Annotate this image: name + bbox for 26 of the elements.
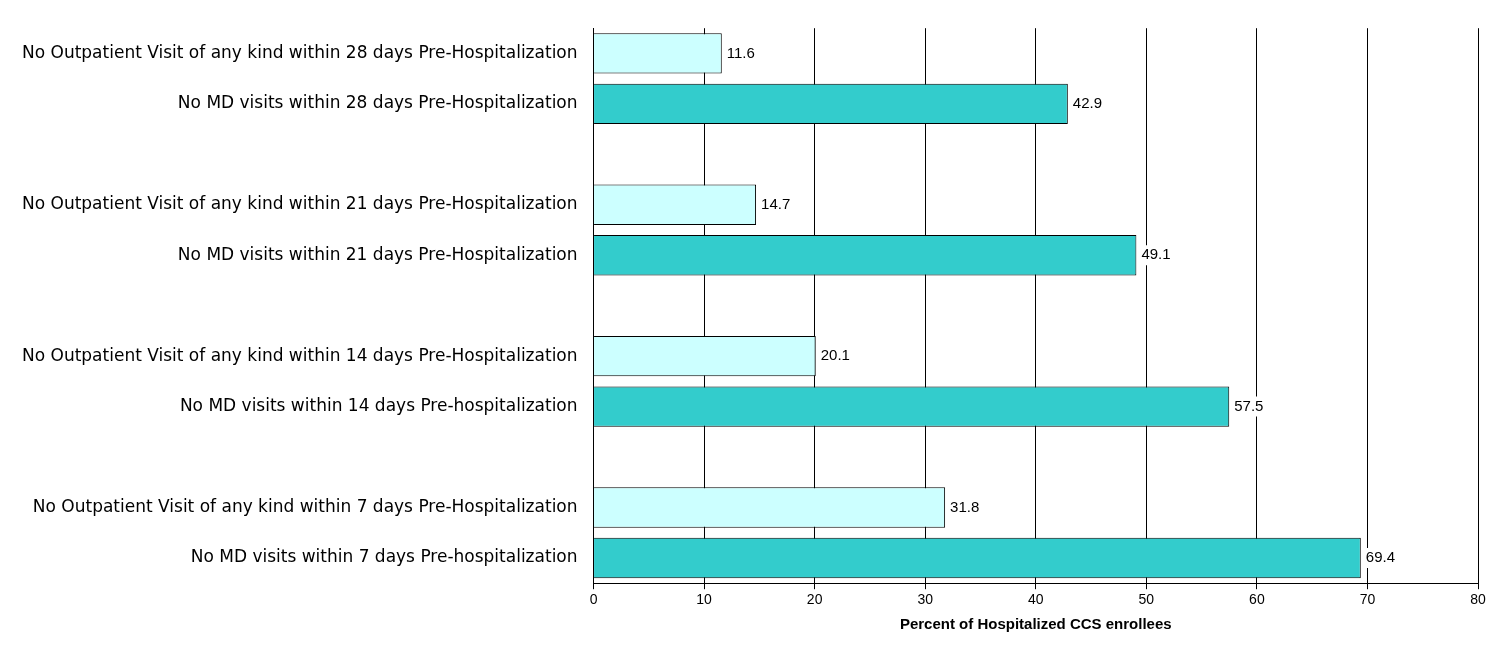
data-label: 57.5	[1234, 396, 1264, 414]
x-tick-label: 60	[1249, 591, 1265, 608]
x-tick-label: 40	[1027, 591, 1044, 608]
data-label: 11.6	[726, 43, 755, 61]
x-tick-label: 10	[696, 591, 713, 608]
x-tick-label: 20	[806, 591, 823, 608]
y-tick-label: No MD visits within 14 days Pre-hospitalization	[179, 395, 578, 416]
data-label: 49.1	[1141, 245, 1171, 263]
data-label: 31.8	[950, 497, 980, 515]
y-tick-label: No Outpatient Visit of any kind within 21 days Pre-Hospitalization	[21, 193, 578, 214]
x-tick-label: 0	[589, 591, 598, 608]
x-tick-label: 30	[917, 591, 934, 608]
data-label: 20.1	[820, 346, 850, 364]
y-tick-label: No Outpatient Visit of any kind within 14 days Pre-Hospitalization	[21, 344, 578, 365]
x-tick-label: 70	[1359, 591, 1376, 608]
data-label: 14.7	[761, 194, 791, 212]
y-tick-label: No Outpatient Visit of any kind within 28 days Pre-Hospitalization	[21, 41, 578, 62]
x-tick-label: 80	[1470, 591, 1486, 608]
y-tick-label: No MD visits within 7 days Pre-hospitalization	[190, 546, 578, 567]
x-axis-title: Percent of Hospitalized CCS enrollees	[899, 615, 1172, 633]
data-label: 69.4	[1365, 548, 1396, 566]
y-tick-label: No MD visits within 28 days Pre-Hospitalization	[177, 92, 578, 113]
x-tick-label: 50	[1138, 591, 1155, 608]
y-tick-label: No MD visits within 21 days Pre-Hospitalization	[177, 243, 578, 264]
y-tick-label: No Outpatient Visit of any kind within 7 days Pre-Hospitalization	[32, 495, 578, 516]
data-label: 42.9	[1072, 94, 1103, 112]
